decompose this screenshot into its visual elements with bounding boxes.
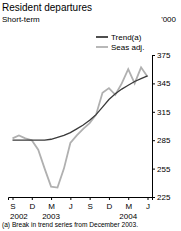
x-tick: D — [29, 197, 35, 211]
legend: Trend(a)Seas adj. — [96, 33, 144, 52]
x-tick-label: S — [87, 202, 92, 211]
y-axis: 225 255 285 315 345 375 — [152, 51, 171, 202]
footnote: (a) Break in trend series from December … — [2, 221, 138, 229]
legend-label: Trend(a) — [111, 33, 142, 42]
x-tick-mark — [32, 197, 33, 200]
chart: Resident departuresShort-term'0002252552… — [0, 0, 181, 231]
y-tick-label: 375 — [157, 51, 171, 60]
lines — [13, 67, 148, 187]
x-tick-mark — [70, 197, 71, 200]
legend-label: Seas adj. — [111, 43, 144, 52]
year-label: 2002 — [10, 212, 28, 221]
title: Resident departures — [2, 2, 92, 13]
y-tick-mark — [152, 169, 155, 170]
x-tick-label: D — [29, 202, 35, 211]
x-axis-line — [9, 198, 153, 201]
x-tick-label: J — [146, 202, 150, 211]
x-tick: J — [69, 197, 73, 211]
y-tick: 345 — [152, 79, 171, 88]
year-label: 2003 — [42, 212, 60, 221]
series-line — [13, 67, 148, 187]
x-tick-label: S — [10, 202, 15, 211]
y-tick-mark — [152, 55, 155, 56]
x-tick: S — [87, 197, 92, 211]
x-tick: S — [10, 197, 15, 211]
x-tick-mark — [109, 197, 110, 200]
x-tick-label: M — [48, 202, 55, 211]
x-tick: J — [146, 197, 150, 211]
subtitle: Short-term — [2, 15, 40, 24]
x-tick: M — [125, 197, 132, 211]
y-tick-label: 285 — [157, 136, 171, 145]
y-tick-label: 225 — [157, 193, 171, 202]
x-tick-label: J — [69, 202, 73, 211]
y-axis-line — [153, 56, 156, 198]
y-tick-mark — [152, 83, 155, 84]
year-label: 2004 — [119, 212, 137, 221]
y-tick-label: 255 — [157, 165, 171, 174]
x-tick: M — [48, 197, 55, 211]
legend-swatch — [96, 46, 108, 48]
y-tick: 285 — [152, 136, 171, 145]
y-tick-mark — [152, 112, 155, 113]
x-tick-mark — [148, 197, 149, 200]
y-axis-label: '000 — [161, 15, 176, 24]
y-tick-label: 345 — [157, 79, 171, 88]
y-tick: 315 — [152, 108, 171, 117]
y-tick: 225 — [152, 193, 171, 202]
legend-swatch — [96, 36, 108, 38]
y-tick: 375 — [152, 51, 171, 60]
x-tick-label: D — [107, 202, 113, 211]
x-tick-mark — [51, 197, 52, 200]
x-tick-mark — [128, 197, 129, 200]
x-tick: D — [107, 197, 113, 211]
y-tick-mark — [152, 140, 155, 141]
x-tick-label: M — [125, 202, 132, 211]
x-axis: SDMJSDMJ — [9, 197, 153, 211]
y-tick-label: 315 — [157, 108, 171, 117]
x-tick-mark — [90, 197, 91, 200]
y-tick: 255 — [152, 165, 171, 174]
x-tick-mark — [13, 197, 14, 200]
series-line — [13, 76, 148, 140]
